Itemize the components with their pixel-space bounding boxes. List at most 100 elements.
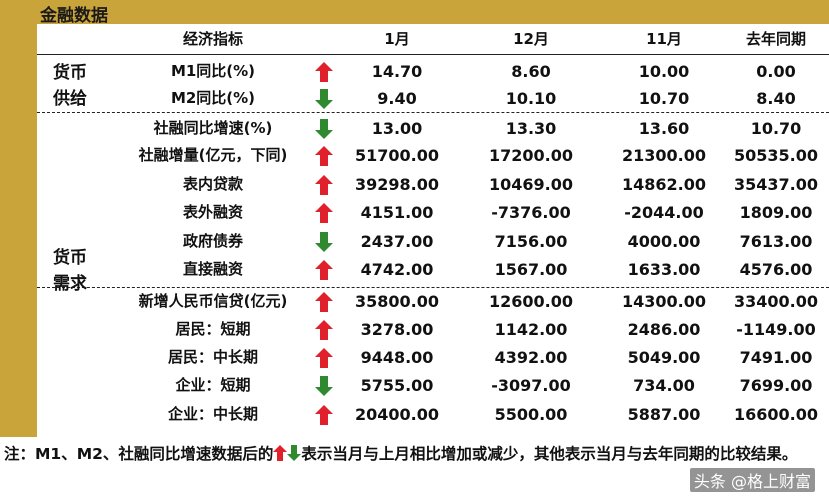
value-cell: 7699.00 xyxy=(739,376,813,395)
up-arrow-icon xyxy=(315,203,333,223)
value-cell: 1633.00 xyxy=(627,260,701,279)
down-arrow-icon xyxy=(315,376,333,396)
value-cell: 12600.00 xyxy=(488,292,573,311)
value-cell: 14300.00 xyxy=(621,292,706,311)
value-cell: 1142.00 xyxy=(494,320,568,339)
value-cell: 4392.00 xyxy=(494,348,568,367)
value-cell: 13.60 xyxy=(638,119,690,138)
side-strip xyxy=(0,24,37,437)
value-cell: 5755.00 xyxy=(360,376,434,395)
header-divider xyxy=(37,54,829,55)
up-arrow-icon xyxy=(315,348,333,368)
value-cell: 10.10 xyxy=(505,89,557,108)
value-cell: 4742.00 xyxy=(360,260,434,279)
header-col3: 11月 xyxy=(646,30,682,48)
value-cell: 13.00 xyxy=(371,119,423,138)
up-arrow-icon xyxy=(315,62,333,82)
down-arrow-icon xyxy=(287,445,302,461)
header-col2: 12月 xyxy=(513,30,549,48)
group-supply-line1: 货币 xyxy=(53,63,87,83)
value-cell: 39298.00 xyxy=(354,175,439,194)
value-cell: 0.00 xyxy=(756,62,796,81)
value-cell: -7376.00 xyxy=(491,203,571,222)
value-cell: -2044.00 xyxy=(624,203,704,222)
up-arrow-icon xyxy=(315,405,333,425)
value-cell: 5500.00 xyxy=(494,405,568,424)
value-cell: 1809.00 xyxy=(739,203,813,222)
row-label: 社融同比增速(%) xyxy=(153,119,273,137)
row-label: 表外融资 xyxy=(182,203,243,221)
header-col4: 去年同期 xyxy=(745,30,806,48)
value-cell: 10.70 xyxy=(638,89,690,108)
value-cell: -1149.00 xyxy=(736,320,816,339)
row-label: M2同比(%) xyxy=(170,89,256,107)
table-row: M1同比(%) 14.70 8.60 10.00 0.00 xyxy=(37,58,829,85)
value-cell: 1567.00 xyxy=(494,260,568,279)
up-arrow-icon xyxy=(315,146,333,166)
up-arrow-icon xyxy=(315,320,333,340)
value-cell: 35437.00 xyxy=(733,175,818,194)
row-label: 政府债券 xyxy=(182,232,243,250)
up-arrow-icon xyxy=(315,175,333,195)
value-cell: 8.40 xyxy=(756,89,796,108)
down-arrow-icon xyxy=(315,232,333,252)
table-row: 表外融资 4151.00 -7376.00 -2044.00 1809.00 xyxy=(37,199,829,226)
table-row: 企业：中长期 20400.00 5500.00 5887.00 16600.00 xyxy=(37,401,829,428)
watermark: 头条 @格上财富 xyxy=(689,468,815,492)
value-cell: 734.00 xyxy=(633,376,695,395)
value-cell: 2486.00 xyxy=(627,320,701,339)
value-cell: -3097.00 xyxy=(491,376,571,395)
supply-divider xyxy=(37,112,829,113)
value-cell: 4151.00 xyxy=(360,203,434,222)
table-row: 企业：短期 5755.00 -3097.00 734.00 7699.00 xyxy=(37,372,829,399)
value-cell: 35800.00 xyxy=(354,292,439,311)
down-arrow-icon xyxy=(315,119,333,139)
footnote: 注：M1、M2、社融同比增速数据后的 表示当月与上月相比增加或减少，其他表示当月与… xyxy=(4,441,819,467)
value-cell: 7613.00 xyxy=(739,232,813,251)
value-cell: 9.40 xyxy=(377,89,417,108)
row-label: 企业：短期 xyxy=(175,376,251,394)
table-row: 新增人民币信贷(亿元) 35800.00 12600.00 14300.00 33400… xyxy=(37,288,829,315)
footnote-part1: 注：M1、M2、社融同比增速数据后的 xyxy=(4,445,274,463)
value-cell: 16600.00 xyxy=(733,405,818,424)
value-cell: 14.70 xyxy=(371,62,423,81)
value-cell: 21300.00 xyxy=(621,146,706,165)
value-cell: 7491.00 xyxy=(739,348,813,367)
credit-divider xyxy=(37,287,829,288)
header-col1: 1月 xyxy=(384,30,410,48)
value-cell: 8.60 xyxy=(511,62,551,81)
up-arrow-icon xyxy=(273,445,288,461)
value-cell: 10.00 xyxy=(638,62,690,81)
value-cell: 10.70 xyxy=(750,119,802,138)
footnote-part2: 表示当月与上月相比增加或减少，其他表示当月与去年同期的比较结果。 xyxy=(301,445,798,463)
value-cell: 51700.00 xyxy=(354,146,439,165)
value-cell: 2437.00 xyxy=(360,232,434,251)
value-cell: 17200.00 xyxy=(488,146,573,165)
data-table: 经济指标 1月 12月 11月 去年同期 货币 供给 货币 需求 M1同比(%)… xyxy=(37,24,829,437)
table-row: 居民：中长期 9448.00 4392.00 5049.00 7491.00 xyxy=(37,344,829,371)
table-row: 政府债券 2437.00 7156.00 4000.00 7613.00 xyxy=(37,228,829,255)
value-cell: 14862.00 xyxy=(621,175,706,194)
value-cell: 50535.00 xyxy=(733,146,818,165)
group-supply-line2: 供给 xyxy=(53,89,87,109)
row-label: M1同比(%) xyxy=(170,62,256,80)
value-cell: 20400.00 xyxy=(354,405,439,424)
row-label: 社融增量(亿元，下同) xyxy=(138,146,288,164)
title-bar: 金融数据 xyxy=(0,0,829,26)
value-cell: 4000.00 xyxy=(627,232,701,251)
row-label: 表内贷款 xyxy=(182,175,243,193)
table-row: 直接融资 4742.00 1567.00 1633.00 4576.00 xyxy=(37,256,829,283)
row-label: 居民：短期 xyxy=(175,320,251,338)
up-arrow-icon xyxy=(315,260,333,280)
value-cell: 33400.00 xyxy=(733,292,818,311)
table-row: M2同比(%) 9.40 10.10 10.70 8.40 xyxy=(37,85,829,112)
row-label: 居民：中长期 xyxy=(167,348,258,366)
value-cell: 5887.00 xyxy=(627,405,701,424)
value-cell: 10469.00 xyxy=(488,175,573,194)
header-indicator: 经济指标 xyxy=(182,30,243,48)
group-demand-line2: 需求 xyxy=(53,274,87,294)
value-cell: 7156.00 xyxy=(494,232,568,251)
value-cell: 9448.00 xyxy=(360,348,434,367)
up-arrow-icon xyxy=(315,292,333,312)
value-cell: 13.30 xyxy=(505,119,557,138)
